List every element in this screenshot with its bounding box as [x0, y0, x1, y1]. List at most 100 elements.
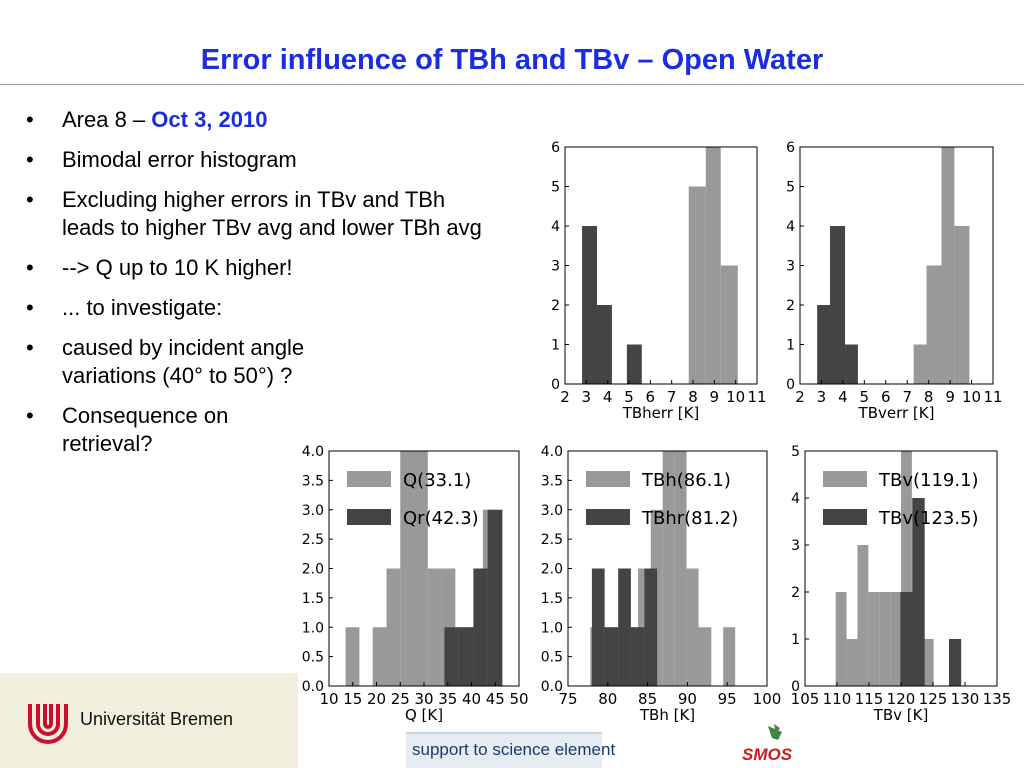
histogram-bar	[901, 451, 912, 686]
x-tick-label: 9	[710, 388, 720, 406]
y-tick-label: 5	[786, 180, 795, 196]
x-tick-label: 10	[962, 388, 981, 406]
y-tick-label: 1.5	[302, 591, 324, 607]
x-tick-label: 95	[718, 690, 737, 708]
bullet-text: Area 8 –	[62, 107, 152, 132]
histogram-bar	[912, 498, 925, 686]
x-axis-label: TBv [K]	[873, 706, 929, 724]
histogram-bar	[688, 186, 706, 384]
sse-logo	[406, 732, 602, 768]
y-tick-label: 0	[786, 377, 795, 393]
y-tick-label: 2.5	[541, 532, 563, 548]
y-tick-label: 3	[791, 538, 800, 554]
x-tick-label: 110	[823, 690, 852, 708]
histogram-bar	[626, 344, 642, 384]
x-tick-label: 90	[678, 690, 697, 708]
x-axis-label: TBherr [K]	[622, 404, 700, 422]
histogram-bar	[913, 344, 927, 384]
x-axis-label: Q [K]	[405, 706, 443, 724]
y-tick-label: 3.5	[302, 473, 324, 489]
slide-title: Error influence of TBh and TBv – Open Wa…	[200, 44, 824, 76]
histogram-bar	[591, 568, 605, 686]
x-tick-label: 120	[887, 690, 916, 708]
legend-swatch	[586, 509, 630, 525]
histogram-bar	[868, 592, 880, 686]
x-tick-label: 20	[367, 690, 386, 708]
x-tick-label: 135	[983, 690, 1012, 708]
x-axis-label: TBh [K]	[639, 706, 695, 724]
y-tick-label: 1	[791, 632, 800, 648]
y-tick-label: 1	[551, 338, 560, 354]
histogram-bar	[662, 451, 675, 686]
bullet-text: caused by incident angle variations (40°…	[62, 335, 305, 388]
bullet-item: caused by incident angle variations (40°…	[22, 334, 392, 390]
histogram-bar	[597, 305, 612, 384]
x-tick-label: 6	[646, 388, 656, 406]
histogram-bar	[949, 639, 962, 686]
y-tick-label: 1.0	[302, 620, 324, 636]
histogram-bar	[473, 568, 488, 686]
histogram-bar	[458, 627, 474, 686]
y-tick-label: 2.0	[541, 562, 563, 578]
x-tick-label: 85	[638, 690, 657, 708]
y-tick-label: 4	[791, 491, 800, 507]
y-tick-label: 0.5	[302, 650, 324, 666]
y-tick-label: 3	[551, 259, 560, 275]
x-tick-label: 105	[791, 690, 820, 708]
bullet-item: --> Q up to 10 K higher!	[22, 254, 492, 282]
legend-label: TBh(86.1)	[641, 470, 731, 491]
bullet-item: Excluding higher errors in TBv and TBh l…	[22, 186, 492, 242]
x-tick-label: 125	[919, 690, 948, 708]
histogram-chart: 105 110 115 120 125 130 135 0 1 2 3 4 5 TBv [K] TBv(11…	[791, 444, 1012, 724]
histogram-bar	[386, 568, 401, 686]
sse-label: support to science element	[412, 740, 616, 759]
histogram-bar	[644, 568, 658, 686]
university-name: Universität Bremen	[80, 709, 234, 729]
bullet-item: ... to investigate:	[22, 294, 492, 322]
histogram-bar	[835, 592, 847, 686]
bullet-text: --> Q up to 10 K higher!	[62, 255, 293, 280]
x-tick-label: 8	[924, 388, 934, 406]
histogram-bar	[857, 545, 869, 686]
x-tick-label: 2	[560, 388, 570, 406]
x-tick-label: 4	[603, 388, 613, 406]
x-tick-label: 10	[726, 388, 745, 406]
y-tick-label: 2.0	[302, 562, 324, 578]
y-tick-label: 4	[786, 219, 795, 235]
bullet-item: Consequence on retrieval?	[22, 402, 302, 458]
x-tick-label: 130	[951, 690, 980, 708]
bullet-text: Bimodal error histogram	[62, 147, 297, 172]
x-tick-label: 5	[624, 388, 634, 406]
y-tick-label: 0.5	[541, 650, 563, 666]
x-tick-label: 6	[881, 388, 891, 406]
legend-label: TBv(119.1)	[878, 470, 979, 491]
smos-label: SMOS	[742, 745, 793, 764]
legend-label: TBv(123.5)	[878, 508, 979, 529]
legend-swatch	[823, 509, 867, 525]
histogram-bar	[926, 265, 942, 384]
legend-label: Q(33.1)	[403, 470, 471, 491]
histogram-bar	[674, 451, 687, 686]
histogram-bar	[846, 639, 858, 686]
y-tick-label: 0	[551, 377, 560, 393]
histogram-bar	[686, 568, 699, 686]
x-tick-label: 40	[462, 690, 481, 708]
y-tick-label: 4	[551, 219, 560, 235]
y-tick-label: 1	[786, 338, 795, 354]
histogram-bar	[720, 265, 738, 384]
x-axis-label: TBverr [K]	[858, 404, 935, 422]
y-tick-label: 2.5	[302, 532, 324, 548]
histogram-chart: 10 15 20 25 30 35 40 45 500.00.51.01.52.02.53.03…	[302, 444, 529, 724]
y-tick-label: 5	[791, 444, 800, 460]
y-tick-label: 5	[551, 180, 560, 196]
y-tick-label: 1.5	[541, 591, 563, 607]
y-tick-label: 3.0	[541, 503, 563, 519]
x-tick-label: 7	[667, 388, 677, 406]
y-tick-label: 4.0	[302, 444, 324, 460]
histogram-bar	[427, 568, 442, 686]
histogram-bar	[830, 226, 846, 384]
histogram-bar	[698, 627, 712, 686]
histogram-chart: 75 80 85 90 95 100 0.0 0.5 1.0 1.5 2.0 2.5 3.0 3.5 4.0…	[541, 444, 782, 724]
